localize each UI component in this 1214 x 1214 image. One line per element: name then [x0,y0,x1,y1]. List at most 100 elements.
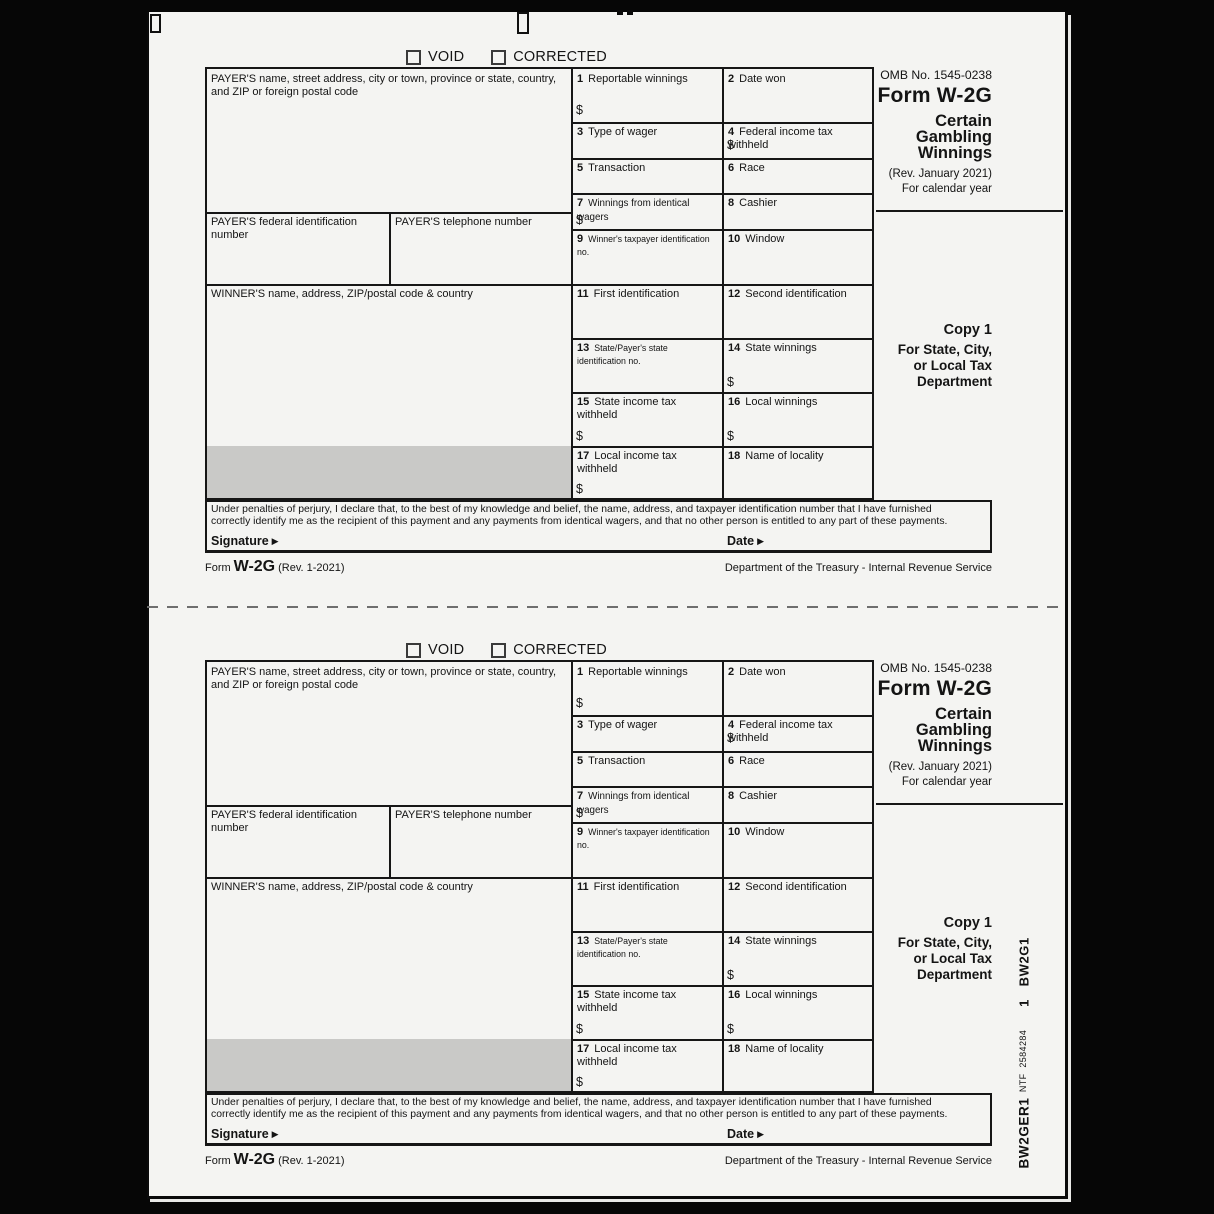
form-footer: Form W-2G (Rev. 1-2021) Department of the … [205,1151,992,1169]
field-10-window[interactable]: 10 Window [728,826,785,838]
winner-name-address-label: WINNER'S name, address, ZIP/postal code … [211,288,473,300]
payer-federal-id-box[interactable]: PAYER'S federal identification number [207,212,389,284]
corrected-checkbox[interactable] [491,49,507,65]
signature-line[interactable]: Signature ▶ [211,1127,279,1141]
void-checkbox[interactable] [406,49,421,65]
divider-line [571,69,573,498]
divider-line [207,212,571,214]
divider-line [571,751,872,753]
date-line[interactable]: Date ▶ [727,1127,765,1141]
field-7-winnings-identical-wagers[interactable]: 7 Winnings from identical wagers [577,197,690,223]
divider-line [722,662,724,1091]
field-12-second-identification[interactable]: 12 Second identification [728,881,847,893]
footer-department: Department of the Treasury - Internal Re… [724,562,992,574]
omb-number: OMB No. 1545-0238 [880,661,992,675]
corrected-label: CORRECTED [513,49,607,65]
field-11-first-identification[interactable]: 11 First identification [577,288,680,300]
field-5-transaction[interactable]: 5 Transaction [577,162,646,174]
field-8-cashier[interactable]: 8 Cashier [728,790,778,802]
field-3-type-of-wager[interactable]: 3 Type of wager [577,719,658,731]
perjury-statement-box: Under penalties of perjury, I declare th… [205,1093,992,1146]
field-11-first-identification[interactable]: 11 First identification [577,881,680,893]
form-title: Form W-2G [877,84,992,107]
field-17-local-income-tax-withheld[interactable]: 17 Local income tax withheld [577,450,677,475]
payer-telephone-box[interactable]: PAYER'S telephone number [391,212,571,284]
dollar-sign: $ [727,429,734,443]
field-17-local-income-tax-withheld[interactable]: 17 Local income tax withheld [577,1043,677,1068]
divider-line [571,122,872,124]
field-16-local-winnings[interactable]: 16 Local winnings [728,396,818,408]
field-18-name-of-locality[interactable]: 18 Name of locality [728,450,824,462]
w2g-form-copy: VOID CORRECTED [149,605,1065,1198]
field-13-state-payer-state-id[interactable]: 13 State/Payer's state identification no. [577,935,668,959]
field-10-window[interactable]: 10 Window [728,233,785,245]
payer-name-address-label: PAYER'S name, street address, city or to… [211,666,557,691]
field-16-local-winnings[interactable]: 16 Local winnings [728,989,818,1001]
corrected-label: CORRECTED [513,642,607,658]
field-1-reportable-winnings[interactable]: 1 Reportable winnings [577,666,688,678]
field-3-type-of-wager[interactable]: 3 Type of wager [577,126,658,138]
shaded-unused-cell [207,1039,571,1091]
payer-federal-id-box[interactable]: PAYER'S federal identification number [207,805,389,877]
dollar-sign: $ [576,429,583,443]
divider-line [571,715,872,717]
field-9-winner-taxpayer-id[interactable]: 9 Winner's taxpayer identification no. [577,826,710,850]
form-footer: Form W-2G (Rev. 1-2021) Department of the … [205,558,992,576]
divider-line [571,338,872,340]
signature-arrow-icon: ▶ [271,536,279,546]
field-5-transaction[interactable]: 5 Transaction [577,755,646,767]
field-2-date-won[interactable]: 2 Date won [728,666,786,678]
divider-line [571,786,872,788]
payer-telephone-box[interactable]: PAYER'S telephone number [391,805,571,877]
field-7-winnings-identical-wagers[interactable]: 7 Winnings from identical wagers [577,790,690,816]
field-14-state-winnings[interactable]: 14 State winnings [728,342,817,354]
field-18-name-of-locality[interactable]: 18 Name of locality [728,1043,824,1055]
field-6-race[interactable]: 6 Race [728,162,765,174]
divider-line [207,805,571,807]
corrected-checkbox[interactable] [491,642,507,658]
shaded-unused-cell [207,446,571,498]
field-14-state-winnings[interactable]: 14 State winnings [728,935,817,947]
field-9-winner-taxpayer-id[interactable]: 9 Winner's taxpayer identification no. [577,233,710,257]
field-13-state-payer-state-id[interactable]: 13 State/Payer's state identification no. [577,342,668,366]
divider-line [722,69,724,498]
dollar-sign: $ [727,375,734,389]
field-2-date-won[interactable]: 2 Date won [728,73,786,85]
divider-line [571,229,872,231]
revision-note: (Rev. January 2021) [888,761,992,773]
field-6-race[interactable]: 6 Race [728,755,765,767]
winner-name-address-label: WINNER'S name, address, ZIP/postal code … [211,881,473,893]
form-header-block: OMB No. 1545-0238 Form W-2G Certain Gamb… [749,661,992,788]
void-checkbox[interactable] [406,642,421,658]
field-12-second-identification[interactable]: 12 Second identification [728,288,847,300]
field-1-reportable-winnings[interactable]: 1 Reportable winnings [577,73,688,85]
registration-mark [627,10,633,15]
calendar-year-note: For calendar year [901,183,992,195]
footer-department: Department of the Treasury - Internal Re… [724,1155,992,1167]
divider-line [571,392,872,394]
copy-recipient: For State, City, or Local Tax Department [897,342,992,389]
divider-line [389,212,391,286]
form-subtitle: Certain Gambling Winnings [915,112,992,162]
signature-line[interactable]: Signature ▶ [211,534,279,548]
payer-name-address-box[interactable]: PAYER'S name, street address, city or to… [207,662,567,805]
winner-name-address-box[interactable]: WINNER'S name, address, ZIP/postal code … [207,877,571,1039]
dollar-sign: $ [576,1075,583,1089]
field-15-state-income-tax-withheld[interactable]: 15 State income tax withheld [577,396,677,421]
dollar-sign: $ [727,731,734,745]
field-15-state-income-tax-withheld[interactable]: 15 State income tax withheld [577,989,677,1014]
field-8-cashier[interactable]: 8 Cashier [728,197,778,209]
field-4-federal-income-tax-withheld[interactable]: 4 Federal income tax withheld [728,126,833,151]
divider-line [876,210,1063,212]
winner-name-address-box[interactable]: WINNER'S name, address, ZIP/postal code … [207,284,571,446]
dollar-sign: $ [576,103,583,117]
perjury-statement: Under penalties of perjury, I declare th… [211,504,948,528]
void-corrected-row: VOID CORRECTED [406,641,607,659]
void-corrected-row: VOID CORRECTED [406,48,607,66]
field-4-federal-income-tax-withheld[interactable]: 4 Federal income tax withheld [728,719,833,744]
payer-name-address-box[interactable]: PAYER'S name, street address, city or to… [207,69,567,212]
omb-number: OMB No. 1545-0238 [880,68,992,82]
date-line[interactable]: Date ▶ [727,534,765,548]
copy-number: Copy 1 [943,322,992,338]
